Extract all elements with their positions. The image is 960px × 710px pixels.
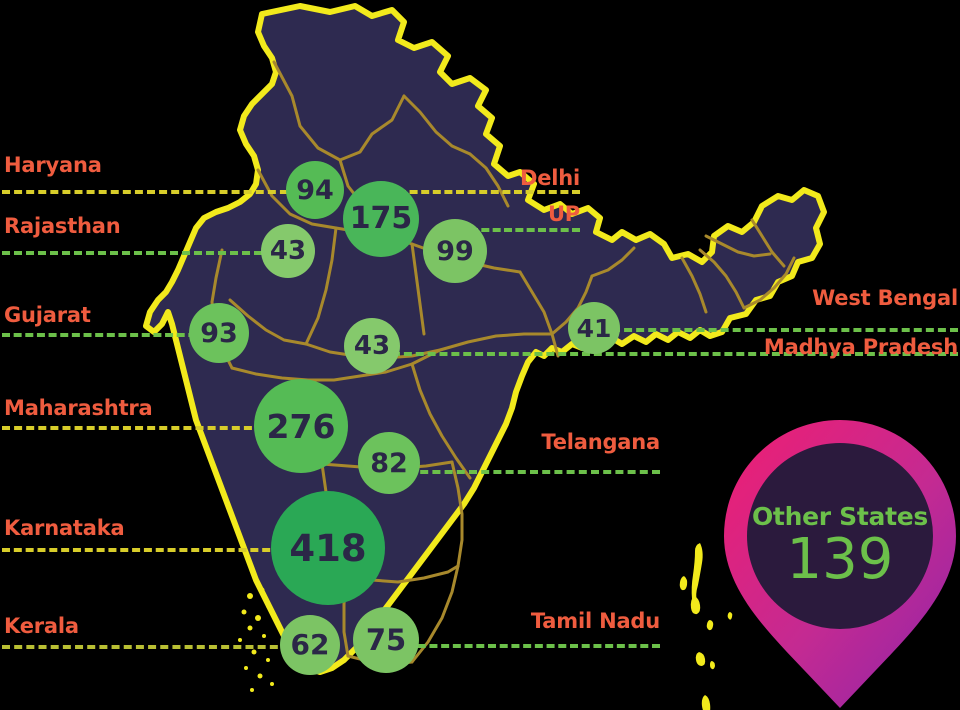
bubble-madhya-pradesh-value: 43	[353, 331, 391, 361]
label-west-bengal-text: West Bengal	[812, 286, 958, 310]
label-west-bengal: West Bengal	[700, 288, 958, 309]
bubble-tamil-nadu-value: 75	[365, 622, 407, 657]
pin-shape-icon	[724, 420, 956, 708]
pin-text-block: Other States 139	[722, 504, 958, 590]
label-gujarat-text: Gujarat	[4, 303, 91, 327]
bubble-delhi[interactable]: 175	[343, 181, 419, 257]
bubble-maharashtra-value: 276	[266, 406, 336, 446]
bubble-tamil-nadu[interactable]: 75	[353, 607, 419, 673]
label-up-text: UP	[547, 202, 580, 226]
bubble-rajasthan[interactable]: 43	[261, 224, 315, 278]
label-haryana: Haryana	[4, 155, 102, 176]
label-kerala: Kerala	[4, 616, 79, 637]
label-maharashtra: Maharashtra	[4, 398, 153, 419]
label-kerala-text: Kerala	[4, 614, 79, 638]
label-telangana-text: Telangana	[541, 430, 660, 454]
bubble-gujarat-value: 93	[200, 317, 238, 349]
bubble-kerala-value: 62	[290, 628, 330, 661]
bubble-gujarat[interactable]: 93	[189, 303, 249, 363]
bubble-madhya-pradesh[interactable]: 43	[344, 318, 400, 374]
bubble-up[interactable]: 99	[423, 219, 487, 283]
bubble-telangana-value: 82	[370, 447, 408, 479]
bubble-karnataka[interactable]: 418	[271, 491, 385, 605]
label-haryana-text: Haryana	[4, 153, 102, 177]
label-delhi: Delhi	[460, 168, 580, 189]
bubble-maharashtra[interactable]: 276	[254, 379, 348, 473]
bubble-west-bengal[interactable]: 41	[568, 302, 620, 354]
other-states-title: Other States	[751, 502, 928, 531]
label-rajasthan-text: Rajasthan	[4, 214, 121, 238]
bubble-up-value: 99	[436, 235, 474, 267]
label-gujarat: Gujarat	[4, 305, 91, 326]
bubble-haryana[interactable]: 94	[286, 161, 344, 219]
label-madhya-pradesh: Madhya Pradesh	[680, 337, 958, 358]
bubble-karnataka-value: 418	[289, 526, 367, 570]
label-karnataka-text: Karnataka	[4, 516, 125, 540]
label-karnataka: Karnataka	[4, 516, 125, 540]
bubble-telangana[interactable]: 82	[358, 432, 420, 494]
label-up: UP	[460, 204, 580, 225]
pin-inner-circle	[747, 443, 933, 629]
label-maharashtra-text: Maharashtra	[4, 396, 153, 420]
other-states-value: 139	[786, 527, 894, 592]
label-tamil-nadu-text: Tamil Nadu	[530, 609, 660, 633]
bubble-haryana-value: 94	[296, 174, 334, 206]
label-rajasthan: Rajasthan	[4, 216, 121, 237]
label-tamil-nadu: Tamil Nadu	[480, 611, 660, 632]
bubble-delhi-value: 175	[349, 201, 413, 236]
bubble-rajasthan-value: 43	[269, 236, 307, 266]
label-telangana: Telangana	[480, 432, 660, 453]
lakshadweep-islands	[238, 587, 274, 692]
label-madhya-pradesh-text: Madhya Pradesh	[763, 335, 958, 359]
label-delhi-text: Delhi	[519, 166, 580, 190]
bubble-kerala[interactable]: 62	[280, 615, 340, 675]
bubble-west-bengal-value: 41	[576, 313, 612, 343]
andaman-nicobar-islands	[679, 543, 733, 710]
other-states-pin[interactable]: Other States 139	[722, 418, 958, 710]
